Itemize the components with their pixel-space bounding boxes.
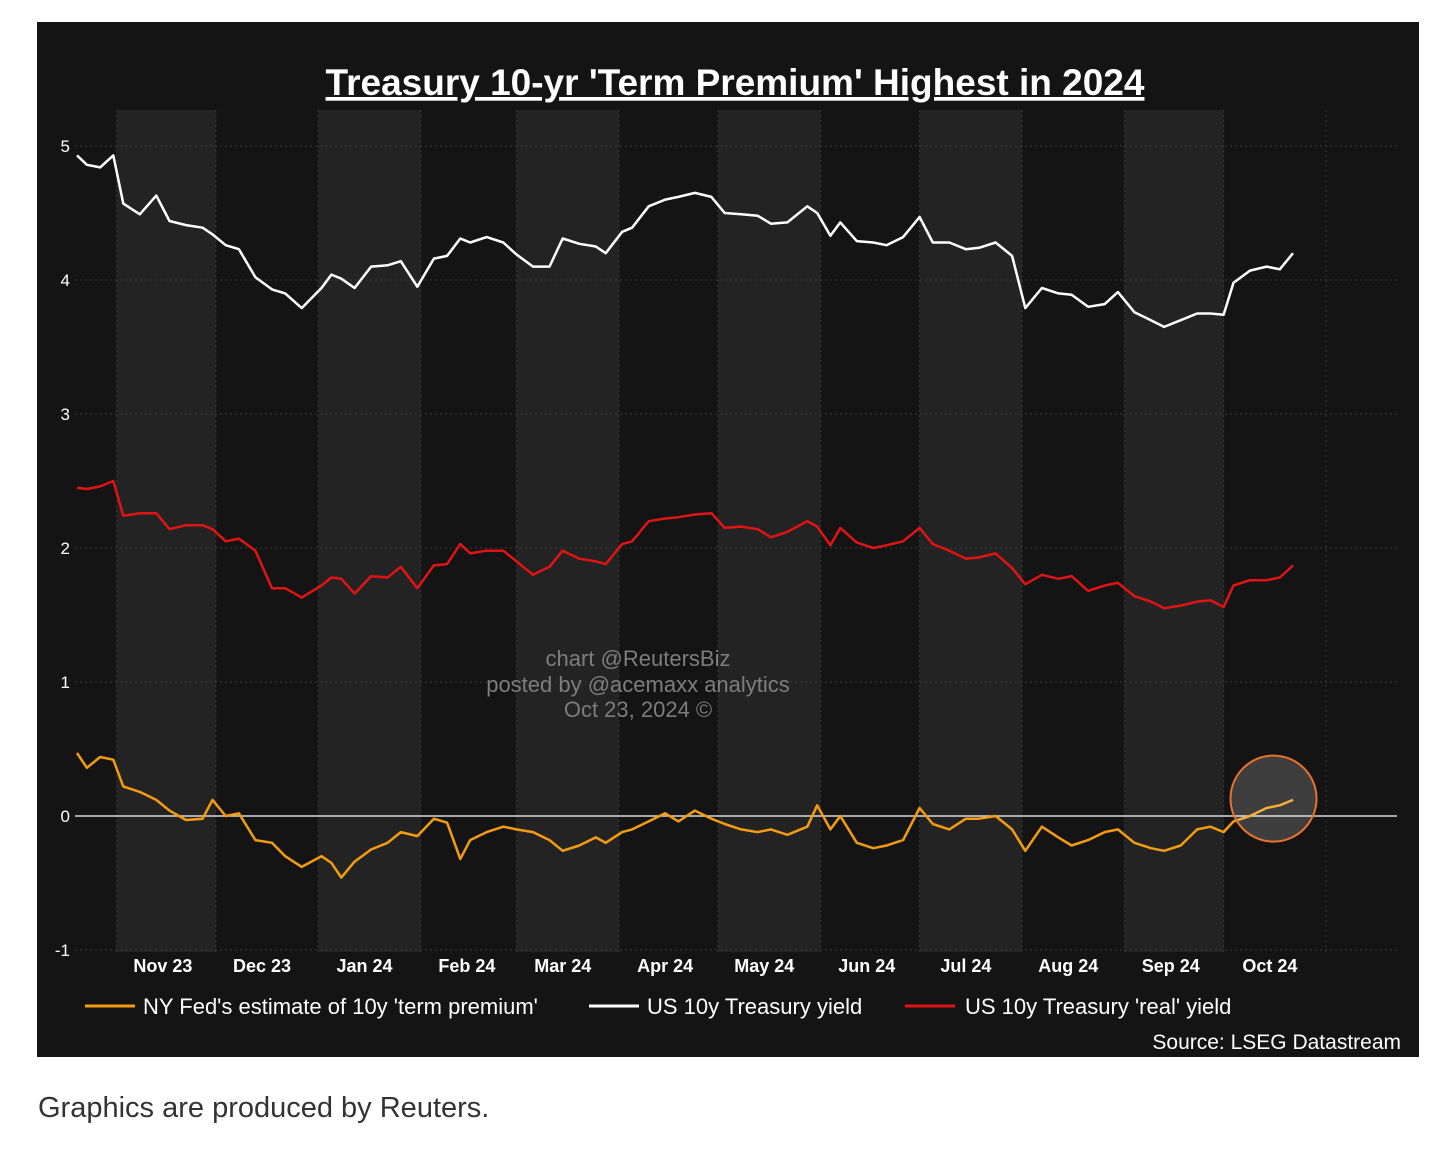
x-tick-label: Mar 24: [534, 956, 591, 976]
x-tick-label: Nov 23: [133, 956, 192, 976]
month-band: [718, 110, 821, 952]
x-tick-label: Sep 24: [1142, 956, 1200, 976]
legend-label-real-yield: US 10y Treasury 'real' yield: [965, 994, 1231, 1019]
figure-caption: Graphics are produced by Reuters.: [38, 1092, 490, 1124]
x-tick-label: Jun 24: [838, 956, 895, 976]
x-tick-label: Aug 24: [1038, 956, 1098, 976]
watermark-line-2: posted by @acemaxx analytics: [486, 672, 790, 697]
x-tick-label: May 24: [734, 956, 794, 976]
source-note: Source: LSEG Datastream: [1152, 1031, 1401, 1054]
legend-label-term-premium: NY Fed's estimate of 10y 'term premium': [143, 994, 538, 1019]
x-tick-label: Dec 23: [233, 956, 291, 976]
chart-title: Treasury 10-yr 'Term Premium' Highest in…: [326, 62, 1145, 103]
highlight-circle: [1229, 754, 1318, 843]
y-tick-label: 0: [61, 807, 70, 826]
y-tick-label: 5: [61, 137, 70, 156]
y-axis-ticks: -1 0 1 2 3 4 5: [55, 137, 70, 960]
annotation-group: [1229, 754, 1318, 843]
month-band: [318, 110, 421, 952]
month-band: [1124, 110, 1224, 952]
term-premium-line: [75, 752, 1294, 879]
watermark-line-3: Oct 23, 2024 ©: [564, 697, 712, 722]
legend-label-yield: US 10y Treasury yield: [647, 994, 862, 1019]
x-tick-label: Oct 24: [1242, 956, 1297, 976]
y-tick-label: 3: [61, 405, 70, 424]
legend: NY Fed's estimate of 10y 'term premium' …: [85, 994, 1231, 1019]
x-tick-label: Apr 24: [637, 956, 693, 976]
watermark: chart @ReutersBiz posted by @acemaxx ana…: [486, 646, 790, 722]
x-axis-ticks: Nov 23 Dec 23 Jan 24 Feb 24 Mar 24 Apr 24 May …: [133, 956, 1297, 976]
y-tick-label: 2: [61, 539, 70, 558]
y-tick-label: 1: [61, 673, 70, 692]
watermark-line-1: chart @ReutersBiz: [546, 646, 731, 671]
month-band: [516, 110, 619, 952]
month-bands: [116, 110, 1224, 952]
treasury-yield-line: [76, 154, 1294, 329]
x-tick-label: Jan 24: [336, 956, 392, 976]
chart-panel: -1 0 1 2 3 4 5 Nov 23 Dec 23 Jan 24 Feb 24 Mar 24 A…: [37, 22, 1419, 1057]
x-tick-label: Jul 24: [940, 956, 991, 976]
month-band: [116, 110, 216, 952]
x-tick-label: Feb 24: [438, 956, 495, 976]
series-lines: [75, 154, 1294, 879]
y-tick-label: 4: [61, 271, 70, 290]
real-yield-line: [76, 479, 1294, 610]
y-tick-label: -1: [55, 941, 70, 960]
chart-svg: -1 0 1 2 3 4 5 Nov 23 Dec 23 Jan 24 Feb 24 Mar 24 A…: [55, 62, 1401, 1054]
